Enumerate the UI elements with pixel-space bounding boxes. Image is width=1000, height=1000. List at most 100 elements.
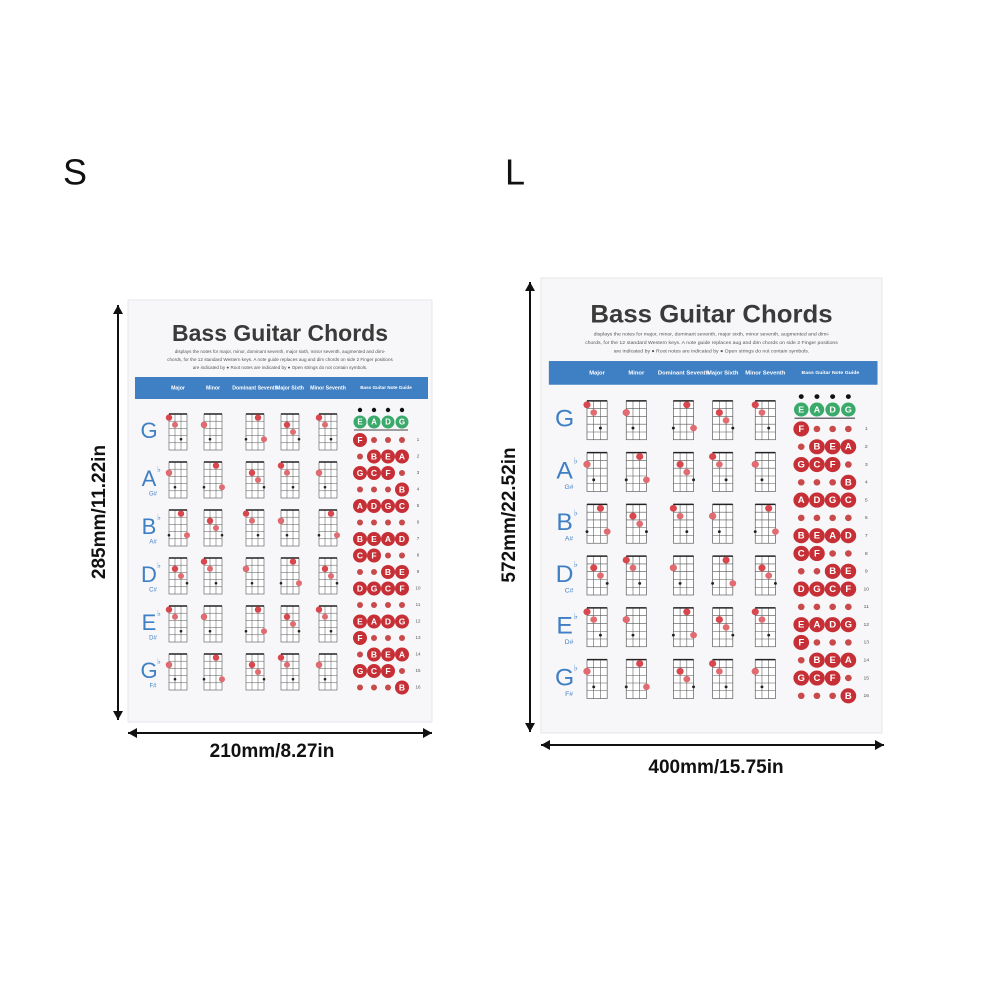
arrow-head <box>113 711 123 720</box>
note-sharp <box>399 519 405 526</box>
note-sharp <box>385 684 391 691</box>
note-dot <box>381 565 395 579</box>
note-label: D <box>813 495 820 505</box>
column-header: Minor Seventh <box>745 370 786 376</box>
note-dot <box>793 670 810 686</box>
finger-dot <box>297 437 301 441</box>
fretboard <box>586 659 608 699</box>
key-alt: F# <box>565 691 573 698</box>
note-label: C <box>798 549 805 559</box>
open-string-label: E <box>357 418 363 427</box>
finger-dot <box>172 613 178 620</box>
root-dot <box>669 504 677 512</box>
open-dot <box>371 407 377 413</box>
key-letter: E <box>142 610 157 635</box>
note-sharp <box>385 519 391 526</box>
root-dot <box>177 510 185 517</box>
fretboard <box>168 605 188 643</box>
finger-dot <box>207 565 213 572</box>
note-dot <box>395 482 409 497</box>
note-sharp <box>371 684 377 691</box>
note-label: G <box>798 673 805 683</box>
note-label: G <box>385 501 392 511</box>
finger-dot <box>590 409 598 416</box>
finger-dot <box>262 677 266 681</box>
note-sharp <box>797 514 805 522</box>
fretboard <box>318 413 338 451</box>
arrow-head <box>525 723 535 732</box>
note-label: B <box>385 567 391 577</box>
fretboard <box>586 452 608 492</box>
column-header: Minor <box>206 385 220 391</box>
note-dot <box>381 499 395 513</box>
root-dot <box>683 401 691 409</box>
finger-dot <box>201 613 207 620</box>
open-string-label: D <box>829 405 835 415</box>
fretboard <box>318 605 338 643</box>
poster-title: Bass Guitar Chords <box>172 320 388 346</box>
note-dot <box>353 631 367 645</box>
fret-number: 13 <box>415 635 421 640</box>
poster-description: chords, for the 12 standard Western keys… <box>585 340 838 346</box>
root-dot <box>248 469 256 476</box>
finger-dot <box>255 669 261 675</box>
fret-number: 10 <box>863 586 869 592</box>
column-header: Bass Guitar Note Guide <box>360 385 412 390</box>
note-sharp <box>371 569 377 575</box>
finger-dot <box>297 629 301 633</box>
note-sharp <box>844 461 852 468</box>
note-label: C <box>845 495 852 505</box>
note-dot <box>840 474 857 490</box>
fret-number: 11 <box>416 602 421 607</box>
note-sharp <box>829 425 837 433</box>
root-dot <box>636 453 644 460</box>
note-dot <box>381 614 395 629</box>
key-accidental: ♭ <box>157 657 161 666</box>
finger-dot <box>249 517 255 524</box>
note-dot <box>840 581 857 597</box>
fretboard <box>673 504 694 544</box>
key-alt: F# <box>149 684 157 690</box>
open-dot <box>357 407 363 413</box>
note-label: F <box>830 673 836 683</box>
note-sharp <box>813 514 821 522</box>
fretboard <box>586 607 608 648</box>
open-string-label: A <box>814 405 821 415</box>
note-dot <box>824 492 841 508</box>
column-header: Dominant Seventh <box>232 385 278 391</box>
note-sharp <box>797 692 805 700</box>
finger-dot <box>329 437 333 441</box>
column-header: Minor Seventh <box>310 385 346 391</box>
fret-number: 1 <box>417 437 420 442</box>
poster: Bass Guitar Chords displays the notes for… <box>127 299 433 723</box>
note-sharp <box>385 486 391 493</box>
key-letter: A <box>556 458 573 484</box>
poster-description: are indicated by ● Root notes are indica… <box>193 365 368 370</box>
note-sharp <box>829 514 837 522</box>
note-label: G <box>357 666 364 676</box>
note-label: B <box>813 442 820 452</box>
root-dot <box>636 660 644 668</box>
note-sharp <box>357 486 363 493</box>
root-dot <box>254 606 262 613</box>
finger-dot <box>592 478 596 482</box>
note-label: G <box>357 468 364 478</box>
note-label: F <box>399 583 404 593</box>
root-dot <box>683 608 691 616</box>
open-string-label: G <box>845 405 852 415</box>
root-dot <box>622 556 630 564</box>
note-label: G <box>845 620 852 630</box>
finger-dot <box>590 616 598 623</box>
finger-dot <box>202 677 206 681</box>
finger-dot <box>731 633 735 637</box>
note-label: G <box>813 584 820 594</box>
finger-dot <box>690 631 697 639</box>
fret-number: 4 <box>865 480 868 486</box>
finger-dot <box>678 581 682 585</box>
note-label: A <box>357 501 363 511</box>
fretboard <box>625 400 647 441</box>
note-label: D <box>385 616 391 626</box>
fret-number: 16 <box>415 685 421 690</box>
key-accidental: ♭ <box>574 456 578 466</box>
